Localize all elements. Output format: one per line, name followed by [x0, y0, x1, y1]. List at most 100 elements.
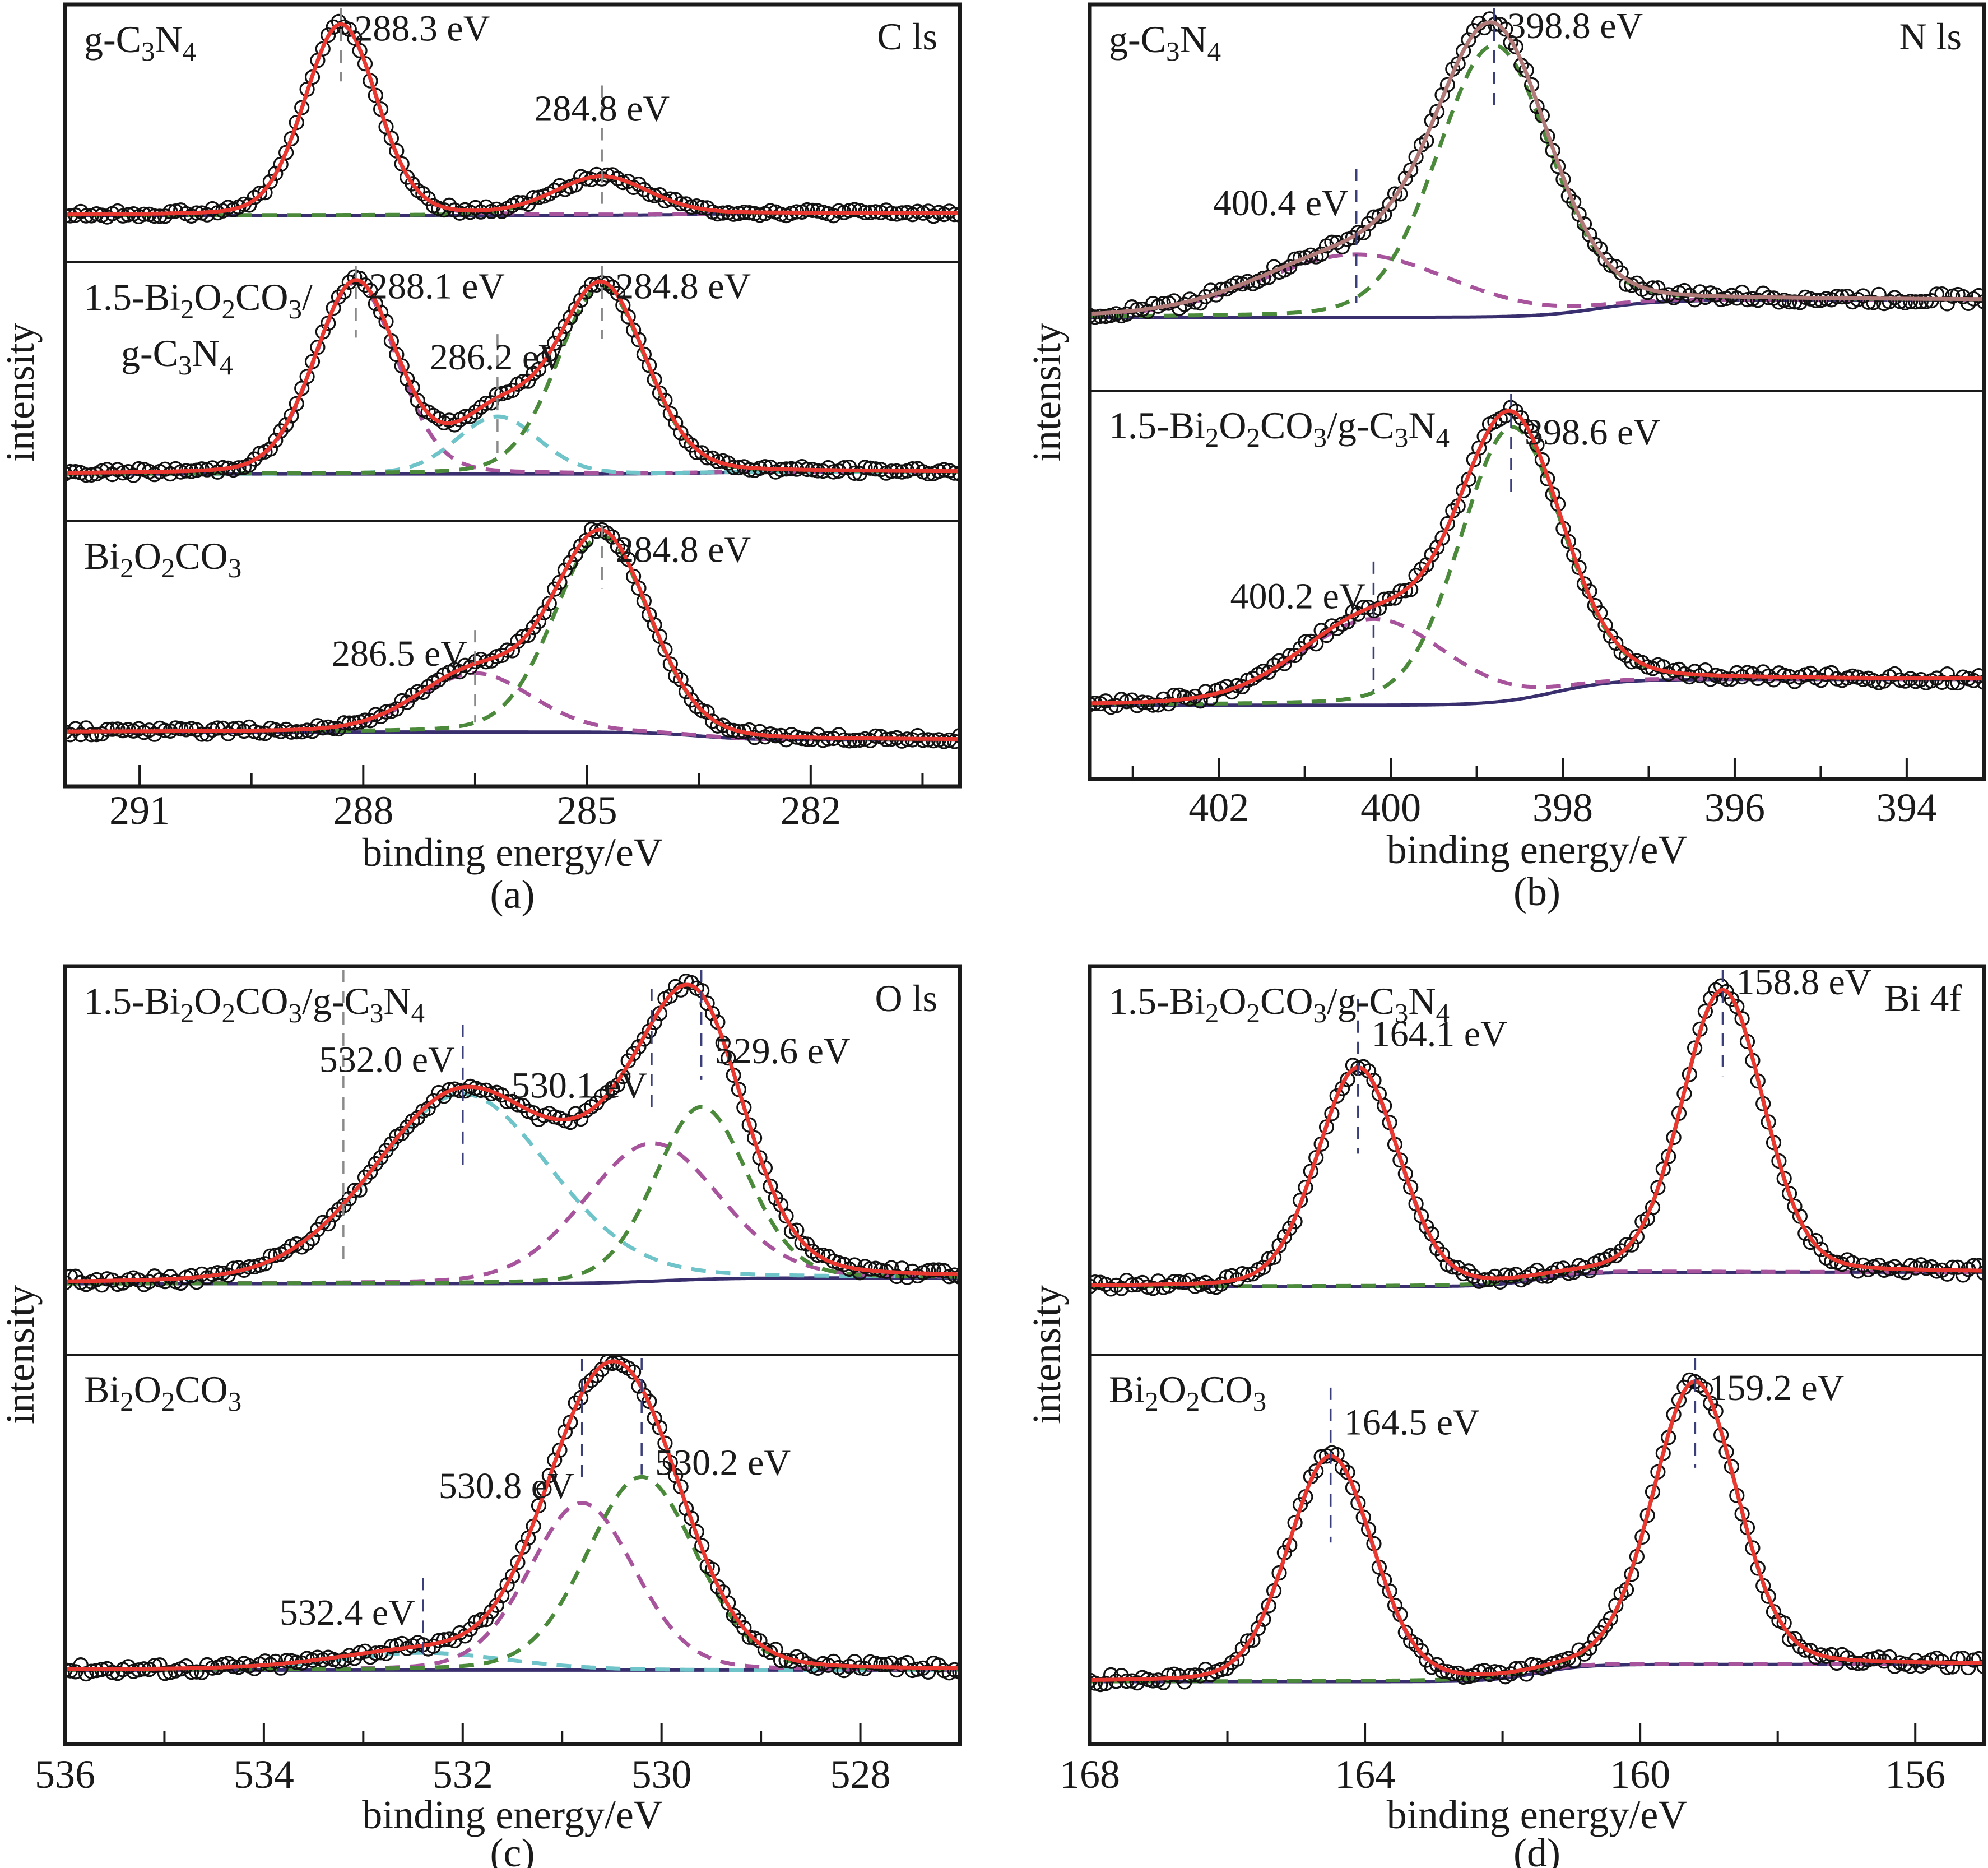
tick-label: 528 — [830, 1752, 891, 1797]
tick-label: 534 — [234, 1752, 294, 1797]
data-point — [778, 1208, 794, 1224]
data-point — [642, 358, 657, 373]
data-point — [710, 206, 726, 222]
data-point — [825, 208, 842, 224]
data-point — [1098, 308, 1113, 325]
data-point — [1203, 1278, 1219, 1294]
envelope-fit-curve — [1090, 1379, 1984, 1682]
envelope-fit-curve — [1090, 409, 1984, 706]
data-point — [631, 332, 647, 347]
data-point — [847, 733, 862, 748]
data-point — [926, 1262, 941, 1278]
label-part: /g-C — [302, 980, 370, 1022]
data-point — [1582, 1640, 1597, 1656]
data-point — [1860, 294, 1876, 310]
data-point — [1498, 21, 1513, 37]
sample-label-line2: g-C3N4 — [121, 332, 233, 381]
data-point — [1090, 1274, 1103, 1290]
data-point — [773, 1653, 789, 1668]
sample-label: 1.5-Bi2O2CO3/g-C3N4 — [84, 980, 425, 1028]
data-point — [1650, 1180, 1666, 1195]
x-axis-title: binding energy/eV — [1387, 1792, 1688, 1837]
data-point — [1666, 290, 1682, 305]
data-point — [952, 727, 960, 744]
data-point — [373, 304, 389, 320]
label-part: 4 — [411, 998, 424, 1028]
data-point — [1397, 583, 1413, 599]
data-point — [1387, 186, 1403, 202]
component-peak-158.8 — [1090, 988, 1984, 1288]
data-point — [1966, 673, 1981, 688]
data-point — [394, 358, 410, 374]
data-point — [257, 726, 273, 741]
data-point — [1787, 674, 1803, 689]
label-part: 3 — [141, 36, 155, 67]
data-point — [1445, 1259, 1461, 1275]
data-point — [599, 1084, 615, 1100]
data-point — [904, 461, 921, 477]
data-point — [583, 1373, 600, 1388]
data-point — [1871, 286, 1887, 302]
data-point — [478, 395, 494, 411]
data-point — [889, 1268, 904, 1285]
data-point — [1090, 308, 1098, 323]
data-point — [1971, 1651, 1984, 1667]
data-point — [278, 145, 294, 160]
data-point — [1129, 1675, 1145, 1691]
peak-label: 284.8 eV — [615, 530, 751, 571]
data-point — [1587, 237, 1603, 252]
component-peak-400.4 — [1090, 252, 1984, 317]
data-point — [1308, 1463, 1324, 1479]
data-point — [647, 372, 662, 388]
peak-label: 284.8 eV — [615, 266, 751, 307]
sample-label: 1.5-Bi2O2CO3/ — [84, 276, 313, 325]
data-point — [1871, 1257, 1887, 1273]
label-part: N — [1179, 18, 1207, 61]
label-part: 2 — [1247, 998, 1260, 1028]
data-point — [1687, 664, 1703, 679]
plot-area — [65, 13, 960, 749]
data-point — [1098, 1676, 1113, 1691]
data-point — [1090, 309, 1103, 325]
data-point — [1203, 690, 1219, 706]
data-point — [1093, 308, 1108, 325]
data-point — [99, 462, 115, 478]
data-point — [1655, 288, 1671, 304]
data-point — [1950, 1651, 1966, 1667]
peak-label: 532.0 eV — [319, 1039, 455, 1080]
envelope-fit-curve — [65, 278, 960, 475]
data-point — [515, 628, 531, 645]
label-part: 2 — [161, 553, 175, 583]
data-point — [1524, 1657, 1540, 1672]
data-point — [499, 1577, 515, 1593]
tick-label: 168 — [1060, 1752, 1120, 1797]
data-point — [563, 554, 578, 571]
data-point — [873, 1657, 889, 1672]
data-point — [1350, 225, 1366, 240]
data-point — [1976, 674, 1984, 690]
data-point — [457, 1083, 473, 1099]
data-point — [1782, 294, 1797, 310]
data-point — [104, 721, 120, 737]
data-point — [468, 200, 484, 215]
tick-label: 396 — [1704, 785, 1765, 830]
data-point — [131, 461, 147, 477]
tick-label: 285 — [557, 788, 617, 833]
data-point — [1866, 295, 1882, 310]
data-point — [510, 1097, 526, 1113]
data-point — [363, 1164, 378, 1180]
data-point — [657, 642, 673, 657]
peak-label: 159.2 eV — [1708, 1368, 1844, 1408]
label-part: CO — [175, 1368, 227, 1411]
data-point — [473, 1612, 489, 1628]
tick-label: 536 — [35, 1752, 95, 1797]
data-point — [326, 1207, 341, 1223]
data-point — [552, 326, 568, 342]
label-part: 2 — [222, 294, 235, 325]
subplot-1 — [1090, 11, 1984, 325]
data-point — [1335, 1459, 1350, 1475]
label-part: 2 — [180, 294, 194, 325]
data-point — [394, 156, 410, 171]
data-point — [341, 21, 357, 37]
